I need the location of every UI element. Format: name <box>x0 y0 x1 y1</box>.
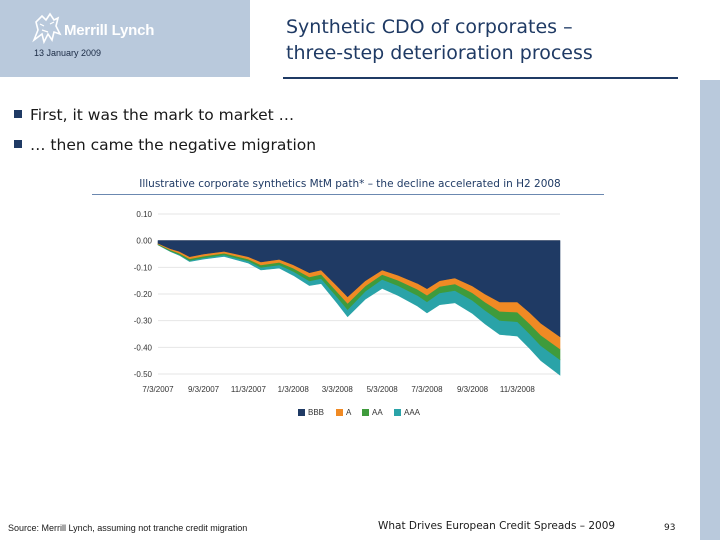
legend-swatch-aaa <box>394 409 401 416</box>
area-bbb <box>157 240 561 338</box>
footer-title: What Drives European Credit Spreads – 20… <box>378 520 616 532</box>
y-tick-label: -0.30 <box>134 317 153 326</box>
y-tick-label: 0.10 <box>136 210 152 219</box>
legend-label-bbb: BBB <box>308 408 324 417</box>
title-line-1: Synthetic CDO of corporates – <box>286 16 573 38</box>
y-tick-label: 0.00 <box>136 237 152 246</box>
logo-box: Merrill Lynch 13 January 2009 <box>0 0 250 77</box>
x-tick-label: 11/3/2008 <box>500 385 536 394</box>
chart-legend: BBB A AA AAA <box>298 408 421 417</box>
bullet-text-2: … then came the negative migration <box>30 136 317 154</box>
x-tick-label: 9/3/2007 <box>188 385 220 394</box>
x-tick-label: 11/3/2007 <box>231 385 267 394</box>
x-tick-label: 7/3/2007 <box>142 385 174 394</box>
bull-logo-icon <box>32 12 62 45</box>
x-tick-label: 1/3/2008 <box>278 385 310 394</box>
chart-title-rule <box>92 194 604 195</box>
x-tick-label: 3/3/2008 <box>322 385 354 394</box>
y-tick-label: -0.20 <box>134 290 153 299</box>
legend-label-a: A <box>346 408 352 417</box>
bullet-square-icon <box>14 140 22 148</box>
bullet-item-2: … then came the negative migration <box>14 136 316 154</box>
y-tick-label: -0.40 <box>134 343 153 352</box>
legend-label-aa: AA <box>372 408 383 417</box>
report-date: 13 January 2009 <box>34 48 102 58</box>
legend-swatch-aa <box>362 409 369 416</box>
title-line-2: three-step deterioration process <box>286 42 593 64</box>
brand-name: Merrill Lynch <box>64 22 155 39</box>
x-tick-label: 7/3/2008 <box>411 385 443 394</box>
side-bar <box>700 80 720 540</box>
bullet-item-1: First, it was the mark to market … <box>14 106 294 124</box>
legend-swatch-a <box>336 409 343 416</box>
x-tick-label: 9/3/2008 <box>457 385 489 394</box>
title-rule <box>283 77 678 79</box>
chart-areas <box>157 240 561 376</box>
y-tick-label: -0.10 <box>134 263 153 272</box>
mtm-area-chart: 0.10 0.00 -0.10 -0.20 -0.30 -0.40 -0.50 7/3/20… <box>134 210 561 417</box>
bullet-square-icon <box>14 110 22 118</box>
y-axis-ticks: 0.10 0.00 -0.10 -0.20 -0.30 -0.40 -0.50 <box>134 210 153 379</box>
bullet-text-1: First, it was the mark to market … <box>30 106 295 124</box>
chart-title: Illustrative corporate synthetics MtM pa… <box>139 178 561 190</box>
x-tick-label: 5/3/2008 <box>367 385 399 394</box>
x-axis-ticks: 7/3/2007 9/3/2007 11/3/2007 1/3/2008 3/3/200… <box>142 385 535 394</box>
page-title: Synthetic CDO of corporates – three-step… <box>286 14 686 66</box>
legend-label-aaa: AAA <box>404 408 421 417</box>
y-tick-label: -0.50 <box>134 370 153 379</box>
page-number: 93 <box>664 523 676 533</box>
source-note: Source: Merrill Lynch, assuming not tran… <box>8 523 248 533</box>
legend-swatch-bbb <box>298 409 305 416</box>
